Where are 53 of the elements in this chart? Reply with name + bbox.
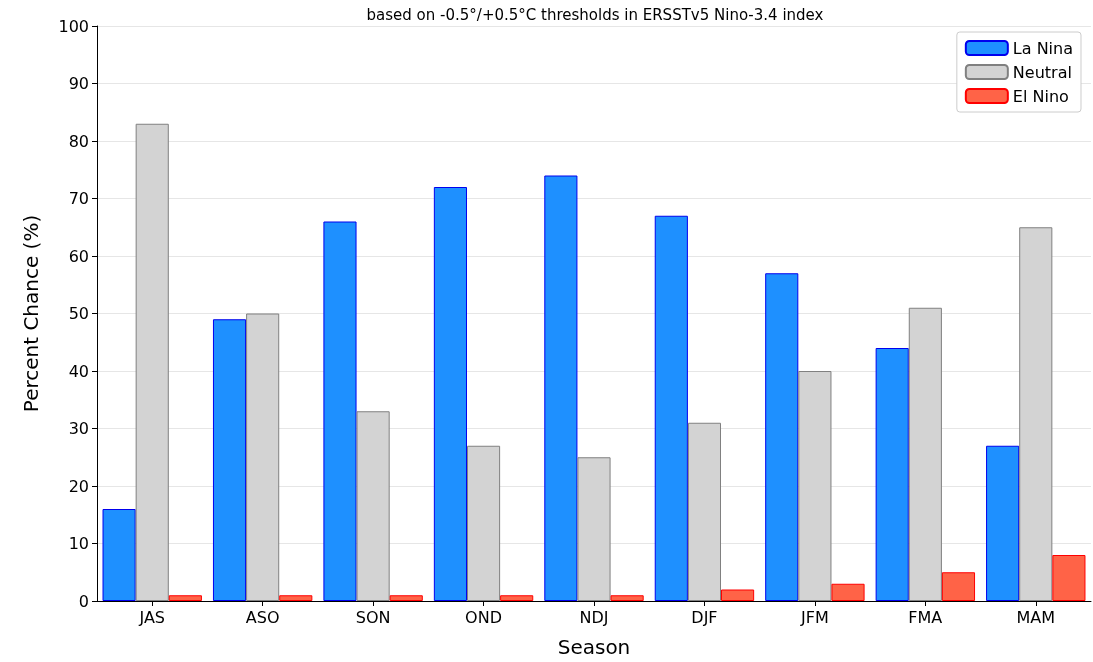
y-axis-title: Percent Chance (%)	[19, 214, 43, 413]
legend-label: Neutral	[1012, 62, 1072, 82]
x-tick-label: DJF	[691, 607, 718, 627]
bar	[687, 422, 722, 601]
y-tick-label: 90	[68, 74, 89, 93]
x-tick-label: FMA	[908, 607, 943, 627]
bar	[908, 307, 942, 601]
bar	[279, 595, 313, 601]
x-tick-label: NDJ	[579, 607, 609, 627]
x-tick-label: MAM	[1016, 607, 1056, 627]
bar	[721, 589, 755, 601]
y-tick-label: 80	[68, 131, 89, 151]
bar	[544, 175, 578, 601]
bar	[389, 595, 423, 601]
x-tick-label: OND	[465, 607, 502, 627]
y-tick-label: 60	[68, 246, 89, 266]
bar	[168, 595, 202, 601]
y-tick-label: 30	[68, 419, 89, 438]
x-tick-label: ASO	[245, 607, 280, 627]
bar	[941, 572, 976, 601]
bar	[610, 595, 644, 601]
x-tick-label: JFM	[800, 607, 829, 627]
y-tick-label: 50	[68, 304, 89, 323]
y-tick-label: 70	[68, 189, 89, 208]
bar	[577, 457, 611, 601]
bar	[986, 445, 1020, 601]
legend-label: La Nina	[1012, 38, 1074, 58]
bar	[135, 123, 169, 601]
bar	[1019, 227, 1053, 601]
bar	[654, 215, 688, 601]
bar	[212, 319, 247, 601]
bar	[500, 595, 534, 601]
y-tick-label: 40	[68, 361, 89, 381]
legend-label: El Nino	[1012, 86, 1069, 106]
y-tick-label: 20	[68, 476, 89, 496]
bar	[765, 273, 799, 601]
x-tick-label: SON	[355, 607, 391, 627]
bar	[831, 583, 865, 601]
bar	[102, 509, 136, 601]
bar	[1052, 555, 1086, 601]
x-tick-label: JAS	[138, 607, 165, 627]
bar	[323, 221, 357, 601]
bar	[356, 411, 390, 601]
bar	[246, 313, 280, 601]
bar	[798, 371, 832, 601]
bar	[875, 348, 909, 601]
x-axis-title: Season	[557, 635, 631, 659]
y-tick-label: 10	[68, 534, 89, 553]
bar	[433, 187, 467, 601]
bar	[466, 445, 501, 601]
chart-title: based on -0.5°/+0.5°C thresholds in ERSSTv5 Nino-3.4 index	[366, 5, 824, 24]
y-tick-label: 0	[78, 591, 89, 611]
y-tick-label: 100	[58, 16, 89, 36]
